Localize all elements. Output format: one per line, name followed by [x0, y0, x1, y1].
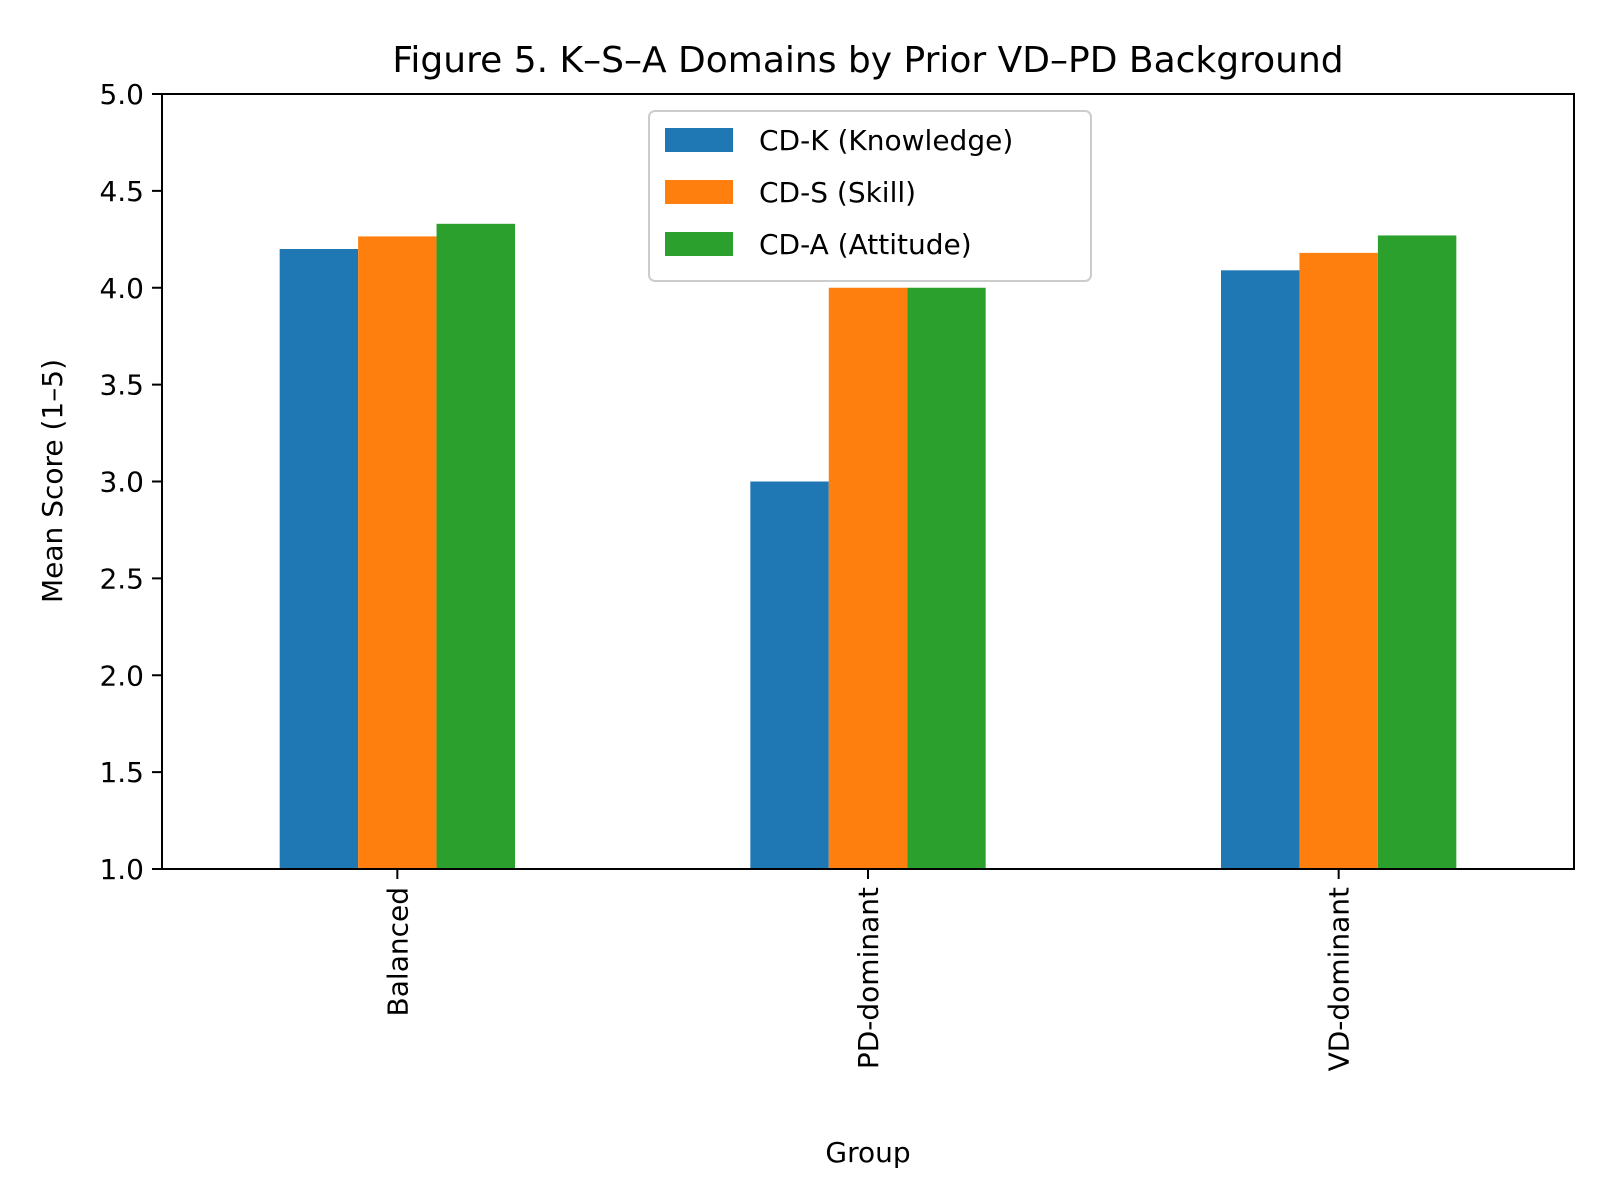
legend-label-cd-s-skill: CD-S (Skill): [759, 176, 916, 209]
x-axis-label: Group: [825, 1136, 910, 1169]
y-tick-label: 1.0: [99, 853, 144, 886]
legend: CD-K (Knowledge) CD-S (Skill) CD-A (Attitu…: [648, 110, 1092, 282]
legend-items: CD-K (Knowledge) CD-S (Skill) CD-A (Attitu…: [665, 124, 1013, 261]
bars-group: [279, 223, 1457, 869]
y-tick-label: 2.0: [99, 659, 144, 692]
bar-pd-dominant-cd-a-attitude: [907, 287, 986, 869]
legend-frame: [648, 110, 1092, 282]
y-axis-label: Mean Score (1–5): [36, 359, 69, 603]
legend-swatch-cd-k-knowledge: [665, 128, 733, 152]
y-axis-ticks: 1.0 1.5 2.0 2.5 3.0 3.5 4.0 4.5 5.0: [99, 78, 162, 886]
bar-balanced-cd-a-attitude: [436, 223, 515, 869]
x-axis-ticks: Balanced PD-dominant VD-dominant: [381, 869, 1356, 1071]
bar-vd-dominant-cd-s-skill: [1299, 252, 1378, 869]
bar-pd-dominant-cd-s-skill: [828, 287, 908, 869]
x-tick-label-balanced: Balanced: [381, 887, 414, 1016]
legend-label-cd-k-knowledge: CD-K (Knowledge): [759, 124, 1013, 157]
y-tick-label: 4.0: [99, 272, 144, 305]
plot-area-frame: [161, 93, 1575, 870]
x-tick-label-pd-dominant: PD-dominant: [852, 887, 885, 1069]
bar-vd-dominant-cd-k-knowledge: [1221, 270, 1300, 869]
y-tick-label: 1.5: [99, 756, 144, 789]
bar-pd-dominant-cd-k-knowledge: [750, 481, 829, 869]
bar-balanced-cd-s-skill: [358, 236, 437, 869]
y-tick-label: 5.0: [99, 78, 144, 111]
bar-balanced-cd-k-knowledge: [279, 249, 359, 869]
legend-swatch-cd-s-skill: [665, 180, 733, 204]
x-tick-label-vd-dominant: VD-dominant: [1323, 887, 1356, 1071]
bar-vd-dominant-cd-a-attitude: [1377, 235, 1457, 869]
y-tick-label: 4.5: [99, 175, 144, 208]
y-tick-label: 3.0: [99, 466, 144, 499]
legend-swatch-cd-a-attitude: [665, 232, 733, 256]
y-tick-label: 3.5: [99, 369, 144, 402]
chart-title: Figure 5. K–S–A Domains by Prior VD–PD B…: [392, 40, 1343, 81]
legend-label-cd-a-attitude: CD-A (Attitude): [759, 228, 972, 261]
y-tick-label: 2.5: [99, 562, 144, 595]
